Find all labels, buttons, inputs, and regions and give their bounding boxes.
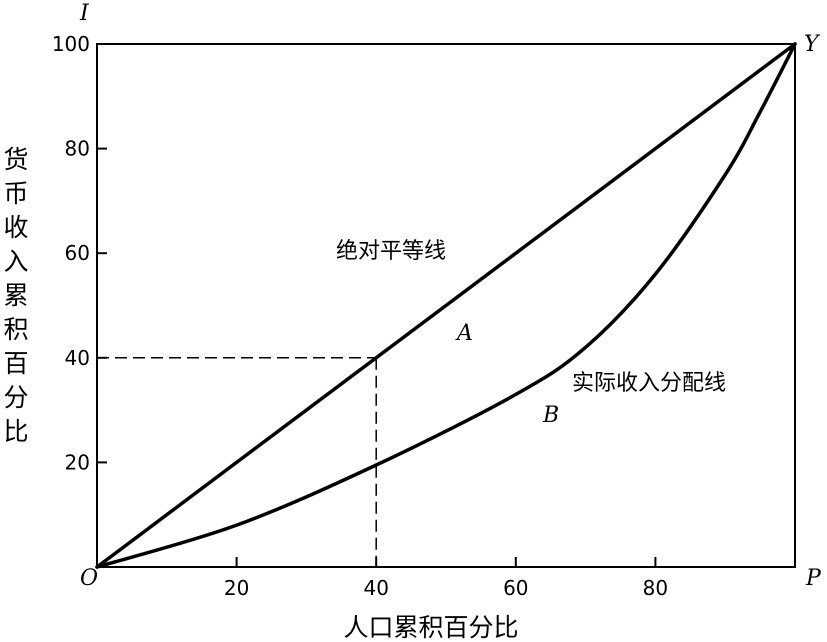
x-tick-label-80: 80 bbox=[643, 576, 668, 600]
corner-label-bottom-right: P bbox=[805, 566, 822, 591]
x-tick-label-40: 40 bbox=[363, 576, 388, 600]
y-tick-label-100: 100 bbox=[52, 32, 90, 56]
x-axis-title: 人口累积百分比 bbox=[343, 613, 518, 642]
actual-distribution-curve bbox=[95, 42, 797, 569]
y-tick-label-80: 80 bbox=[65, 137, 90, 161]
annotation-area-a: A bbox=[455, 321, 473, 346]
y-axis-title: 货币收入累积百分比 bbox=[3, 145, 28, 446]
y-tick-label-40: 40 bbox=[65, 346, 90, 370]
annotation-equality-line: 绝对平等线 bbox=[336, 239, 446, 264]
y-tick-label-20: 20 bbox=[65, 450, 90, 474]
corner-label-top-left: I bbox=[79, 1, 90, 26]
reference-guides bbox=[97, 357, 377, 567]
series-lines bbox=[95, 42, 797, 569]
plot-frame bbox=[96, 43, 796, 568]
corner-label-top-right: Y bbox=[804, 32, 821, 57]
equality-line bbox=[95, 42, 797, 569]
annotation-curve-b: B bbox=[542, 403, 559, 428]
x-tick-label-60: 60 bbox=[503, 576, 528, 600]
x-tick-label-20: 20 bbox=[224, 576, 249, 600]
y-tick-label-60: 60 bbox=[65, 241, 90, 265]
annotation-actual-line: 实际收入分配线 bbox=[572, 371, 726, 396]
tick-labels: 20 40 60 80 20 40 60 80 bbox=[65, 137, 669, 600]
corner-label-origin: O bbox=[80, 566, 98, 591]
